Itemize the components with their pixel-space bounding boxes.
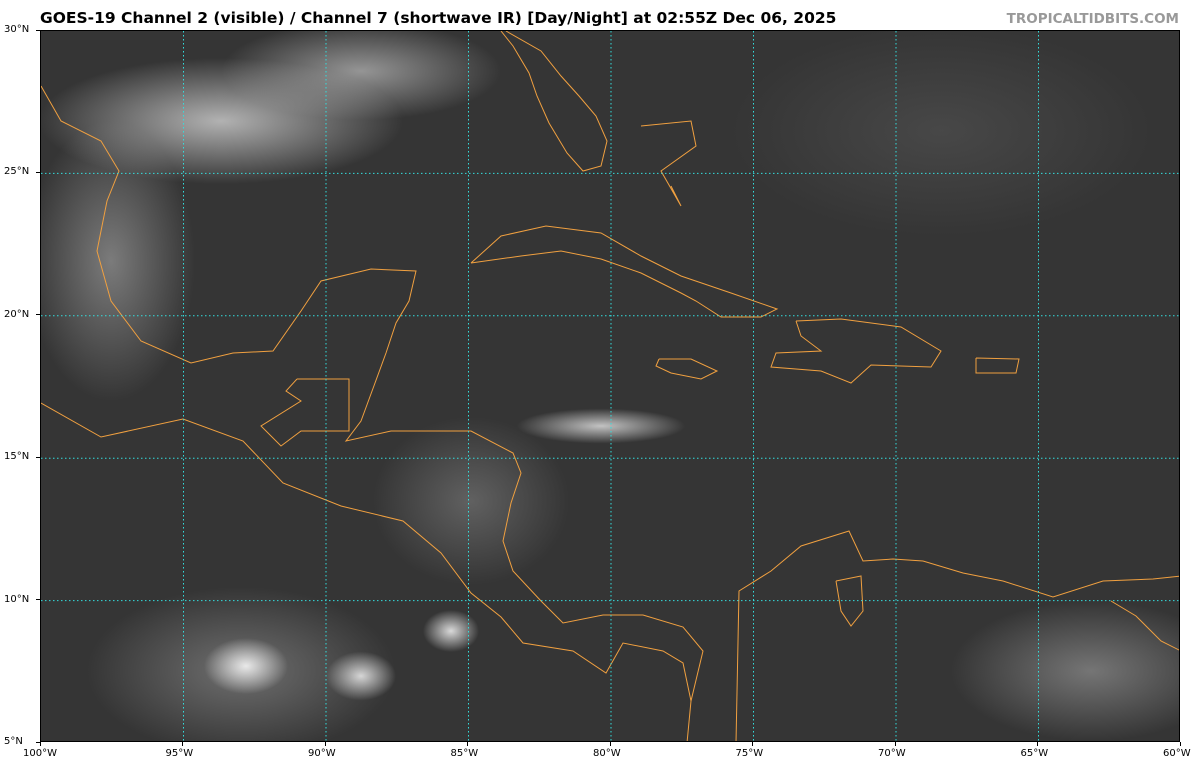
coastline-cuba [470,225,779,318]
gridlines [41,31,1179,741]
lon-tick-label: 75°W [735,748,764,759]
satellite-map [40,30,1180,742]
lat-tick-label: 20°N [4,308,30,320]
coastlines [41,31,1179,741]
coastline-guatemala-border [260,378,350,447]
lon-tick-mark [1037,742,1038,746]
lat-tick-mark [36,741,40,743]
lat-tick-mark [36,456,40,458]
lon-tick-label: 85°W [450,748,479,759]
map-title: GOES-19 Channel 2 (visible) / Channel 7 … [40,9,837,27]
lon-tick-mark [467,742,468,746]
coastline-maracaibo [835,575,864,627]
lon-tick-label: 70°W [878,748,906,759]
coastline-hispaniola [770,318,942,384]
lon-tick-mark [609,742,611,746]
coastline-florida [500,31,608,172]
coastline-jamaica [655,358,719,380]
coastline-gulf-coast [41,85,704,741]
lon-tick-mark [752,742,753,746]
lat-tick-label: 10°N [4,593,30,605]
coastline-south-america [735,530,1179,741]
lon-tick-label: 80°W [593,748,621,759]
lat-tick-label: 15°N [4,451,30,463]
lat-tick-label: 25°N [4,166,30,178]
lat-tick-label: 5°N [4,736,23,747]
lon-tick-label: 95°W [165,748,194,759]
brand-watermark: TROPICALTIDBITS.COM [1006,11,1179,27]
lon-tick-label: 90°W [308,748,336,759]
coastline-pacific-coast [41,402,692,702]
lat-tick-label: 30°N [4,24,30,35]
lon-tick-mark [1179,742,1181,746]
lat-tick-mark [36,314,40,316]
lat-tick-mark [36,29,40,31]
lon-tick-label: 65°W [1020,748,1049,759]
coastline-bahamas [640,120,697,207]
lon-tick-label: 100°W [23,748,57,759]
coastline-puerto-rico [975,357,1020,374]
lon-tick-label: 60°W [1163,748,1191,759]
lat-tick-mark [36,599,40,601]
lon-tick-mark [39,742,41,746]
lon-tick-mark [182,742,183,746]
lon-tick-mark [324,742,326,746]
lon-tick-mark [894,742,896,746]
lat-tick-mark [36,171,40,173]
coastline-guyana-coast [1110,600,1179,651]
